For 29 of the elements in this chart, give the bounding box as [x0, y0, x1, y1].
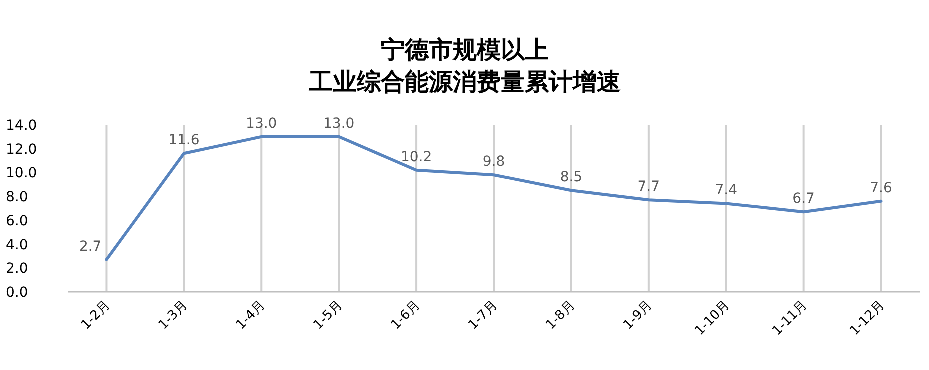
x-tick-label: 1-2月 — [78, 298, 114, 334]
data-label: 6.7 — [792, 191, 815, 208]
data-label: 7.6 — [870, 180, 892, 196]
data-label: 10.2 — [400, 149, 432, 166]
data-label: 7.7 — [638, 179, 660, 196]
x-tick-label: 1-6月 — [388, 298, 424, 334]
y-tick-label: 14.0 — [6, 118, 38, 134]
data-label: 2.7 — [79, 238, 102, 255]
y-tick-label: 0.0 — [6, 285, 28, 301]
x-tick-label: 1-5月 — [311, 298, 346, 334]
title: 宁德市规模以上 — [381, 35, 549, 64]
x-tick-label: 1-9月 — [620, 298, 656, 334]
y-tick-label: 10.0 — [6, 166, 38, 182]
x-tick-label: 1-3月 — [156, 298, 192, 334]
data-label: 8.5 — [560, 170, 583, 186]
y-tick-label: 12.0 — [6, 142, 38, 158]
x-tick-label: 1-8月 — [543, 298, 578, 334]
x-tick-label: 1-4月 — [234, 298, 268, 334]
y-tick-label: 2.0 — [6, 261, 28, 278]
x-tick-label: 1-7月 — [466, 298, 501, 334]
data-label: 13.0 — [246, 116, 278, 132]
data-label: 9.8 — [482, 154, 506, 170]
data-label: 13.0 — [324, 116, 355, 132]
y-tick-label: 6.0 — [6, 213, 28, 230]
y-tick-label: 4.0 — [6, 237, 28, 254]
subtitle: 工业综合能源消费量累计增速 — [309, 67, 621, 96]
y-tick-label: 8.0 — [6, 190, 28, 206]
data-label: 7.4 — [715, 182, 738, 199]
data-label: 11.6 — [168, 132, 200, 149]
